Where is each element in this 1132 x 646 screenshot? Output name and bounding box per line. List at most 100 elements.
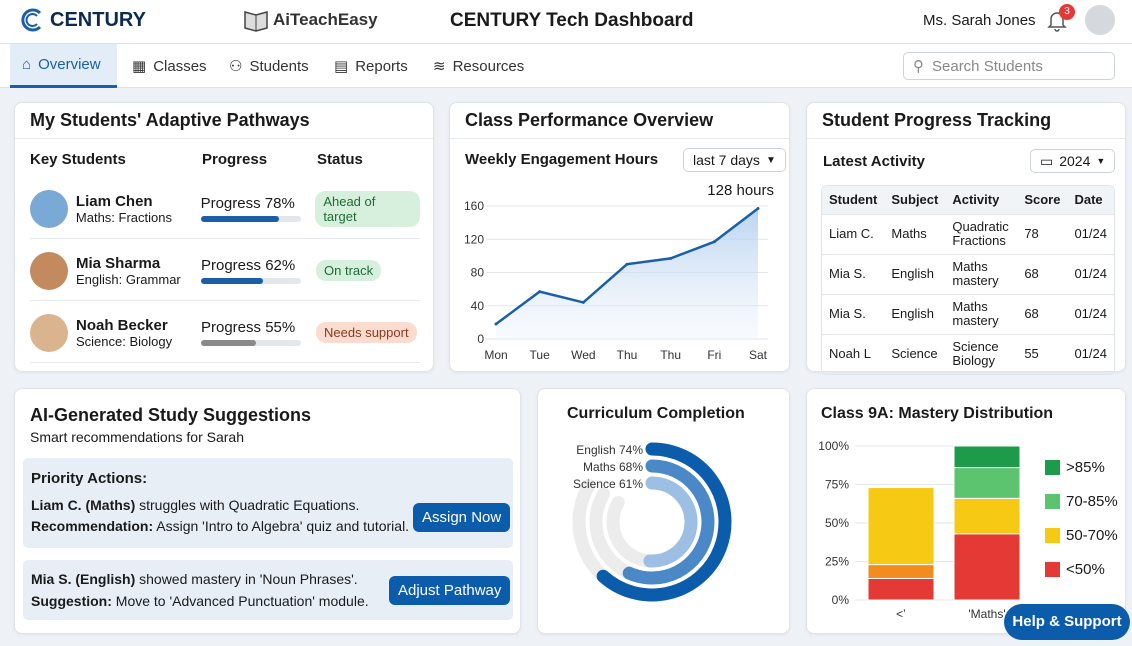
y-tick-label: 0 bbox=[477, 332, 484, 346]
brand-name: CENTURY bbox=[50, 8, 146, 31]
radial-label: English 74% bbox=[576, 443, 643, 457]
y-tick-label: 160 bbox=[464, 199, 484, 213]
bar-segment bbox=[953, 467, 1021, 499]
data-point bbox=[669, 256, 673, 260]
data-point bbox=[712, 240, 716, 244]
column-header: Subject bbox=[884, 186, 946, 214]
users-icon: ⚇ bbox=[229, 58, 243, 75]
legend-item: 50-70% bbox=[1045, 527, 1118, 544]
data-point bbox=[494, 322, 498, 326]
legend-swatch bbox=[1045, 494, 1060, 509]
suggestion-text: struggles with Quadratic Equations. bbox=[135, 497, 360, 513]
user-name[interactable]: Ms. Sarah Jones bbox=[923, 12, 1036, 29]
x-tick-label: Thu bbox=[617, 348, 638, 362]
help-support-button[interactable]: Help & Support bbox=[1004, 604, 1130, 640]
column-header: Score bbox=[1017, 186, 1068, 214]
data-point bbox=[756, 206, 760, 210]
rec-label: Suggestion: bbox=[31, 593, 112, 609]
table-cell: Maths mastery bbox=[945, 253, 1018, 294]
y-tick-label: 0% bbox=[832, 593, 850, 607]
range-dropdown[interactable]: last 7 days ▼ bbox=[683, 148, 786, 172]
assign-now-button[interactable]: Assign Now bbox=[413, 503, 511, 532]
table-cell: Science Biology bbox=[945, 333, 1018, 374]
progress-bar bbox=[200, 216, 301, 222]
adjust-pathway-button[interactable]: Adjust Pathway bbox=[389, 576, 511, 605]
tab-classes[interactable]: ▦ Classes bbox=[120, 44, 219, 88]
column-header: Date bbox=[1067, 186, 1114, 214]
suggestion-item: Mia S. (English) showed mastery in 'Noun… bbox=[23, 560, 513, 620]
table-row[interactable]: Mia S. English Maths mastery 68 01/24 bbox=[822, 293, 1114, 334]
student-row[interactable]: Noah Becker Science: Biology Progress 55%… bbox=[30, 303, 420, 363]
section-subtitle: Latest Activity bbox=[823, 153, 925, 170]
legend-item: >85% bbox=[1045, 459, 1105, 476]
table-cell: Quadratic Fractions bbox=[945, 213, 1018, 254]
student-avatar bbox=[30, 251, 68, 290]
y-tick-label: 120 bbox=[464, 232, 484, 246]
student-name: Liam Chen bbox=[75, 192, 153, 210]
table-cell: 01/24 bbox=[1067, 213, 1114, 254]
century-logo[interactable]: CENTURY bbox=[20, 8, 146, 32]
tab-label: Overview bbox=[38, 56, 101, 73]
student-name: Mia Sharma bbox=[76, 254, 161, 272]
student-ref: Liam C. (Maths) bbox=[31, 497, 136, 513]
card-title: Curriculum Completion bbox=[567, 405, 745, 422]
card-title: Class Performance Overview bbox=[450, 103, 789, 139]
table-row[interactable]: Mia S. English Maths mastery 68 01/24 bbox=[822, 253, 1114, 294]
table-cell: 55 bbox=[1017, 333, 1068, 374]
progress-label: Progress 62% bbox=[201, 257, 296, 274]
notification-badge: 3 bbox=[1059, 4, 1075, 20]
tab-label: Students bbox=[249, 57, 309, 75]
student-row[interactable]: Mia Sharma English: Grammar Progress 62% … bbox=[30, 241, 420, 301]
status-badge: Needs support bbox=[316, 322, 417, 343]
chart-annotation: 128 hours bbox=[707, 182, 774, 199]
tab-students[interactable]: ⚇ Students bbox=[217, 44, 321, 88]
table-cell: 01/24 bbox=[1067, 293, 1114, 334]
table-cell: Mia S. bbox=[822, 253, 885, 294]
bar-segment bbox=[867, 487, 935, 566]
tracking-card: Student Progress Tracking Latest Activit… bbox=[806, 102, 1126, 375]
table-row[interactable]: Liam C. Maths Quadratic Fractions 78 01/24 bbox=[822, 213, 1114, 254]
tab-overview[interactable]: ⌂ Overview bbox=[10, 44, 117, 88]
table-row[interactable]: Noah L Science Science Biology 55 01/24 bbox=[822, 333, 1114, 374]
table-cell: Mia S. bbox=[822, 293, 885, 334]
tab-resources[interactable]: ≋ Resources bbox=[421, 44, 536, 88]
home-icon: ⌂ bbox=[22, 56, 32, 73]
data-point bbox=[581, 300, 585, 304]
column-header: Student bbox=[822, 186, 885, 214]
calendar-icon: ▦ bbox=[132, 58, 147, 75]
search-placeholder: Search Students bbox=[932, 57, 1043, 75]
table-cell: English bbox=[884, 253, 946, 294]
pathways-card: My Students' Adaptive Pathways Key Stude… bbox=[14, 102, 434, 372]
radial-bar-science bbox=[643, 476, 698, 568]
user-avatar[interactable] bbox=[1085, 5, 1115, 35]
century-logo-icon bbox=[21, 8, 42, 32]
student-ref: Mia S. (English) bbox=[31, 571, 136, 587]
table-cell: 01/24 bbox=[1067, 253, 1114, 294]
year-value: 2024 bbox=[1059, 153, 1091, 169]
table-cell: 78 bbox=[1017, 213, 1068, 254]
column-header: Activity bbox=[945, 186, 1018, 214]
data-point bbox=[538, 290, 542, 294]
student-avatar bbox=[30, 189, 68, 228]
partner-name: AiTeachEasy bbox=[273, 10, 378, 29]
year-dropdown[interactable]: ▭ 2024 ▼ bbox=[1030, 149, 1116, 173]
legend-label: 70-85% bbox=[1066, 493, 1118, 510]
search-icon: ⚲ bbox=[913, 58, 924, 75]
column-header: Progress bbox=[202, 151, 268, 168]
student-name: Noah Becker bbox=[76, 316, 168, 334]
radial-label: Maths 68% bbox=[583, 460, 643, 474]
card-subtitle: Smart recommendations for Sarah bbox=[30, 429, 244, 445]
range-value: last 7 days bbox=[693, 152, 760, 168]
calendar-icon: ▭ bbox=[1040, 152, 1054, 169]
y-tick-label: 40 bbox=[471, 299, 485, 313]
x-tick-label: Mon bbox=[484, 348, 507, 362]
mastery-stacked-bar-chart: 0% 25% 50% 75% 100% <ʼ 'Maths' bbox=[818, 439, 1021, 621]
tab-reports[interactable]: ▤ Reports bbox=[322, 44, 420, 88]
student-row[interactable]: Liam Chen Maths: Fractions Progress 78% A… bbox=[30, 179, 420, 239]
radial-bar-maths bbox=[622, 459, 715, 585]
search-input[interactable]: ⚲ Search Students bbox=[903, 52, 1115, 80]
x-tick-label: Thu bbox=[660, 348, 681, 362]
suggestion-text: showed mastery in 'Noun Phrases'. bbox=[135, 571, 358, 587]
progress-label: Progress 78% bbox=[200, 195, 295, 212]
report-icon: ▤ bbox=[334, 58, 349, 75]
